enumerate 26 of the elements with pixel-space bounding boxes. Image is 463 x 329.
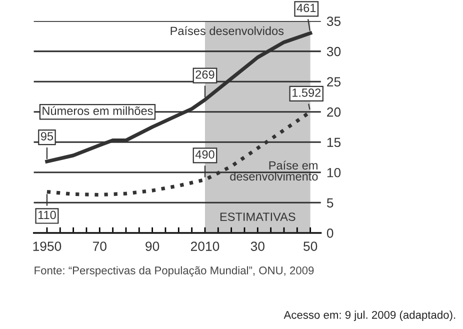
y-tick-label: 30 [326,46,341,56]
x-tick-label: 1950 [33,242,62,251]
y-tick-label: 20 [327,107,341,117]
band-label: ESTIMATIVAS [220,212,296,221]
x-tick-label: 50 [304,242,318,251]
y-tick-label: 35 [326,16,341,26]
annotation: 490 [195,150,214,159]
annotation: 95 [40,132,54,140]
series-label: Paíse em desenvolvimento [230,160,318,181]
text: Acesso em: 9 jul. 2009 (adaptado). [284,310,456,322]
annotation: 110 [38,210,56,220]
y-tick-label: 25 [327,77,341,87]
annotation: Números em milhões [42,106,153,116]
y-tick-label: 10 [327,168,341,178]
annotation: 1.592 [292,88,321,97]
source-note: Fonte: “Perspectivas da População Mundial”, ONU, 2009 [34,266,314,277]
y-tick-label: 0 [326,228,334,238]
annotation: 461 [296,4,316,12]
x-tick-label: 2010 [190,242,220,251]
x-tick-label: 30 [250,242,264,251]
x-tick-label: 70 [92,242,106,251]
annotation: 269 [196,70,214,79]
y-tick-label: 15 [327,138,341,148]
legend-label: Países desenvolvidos [170,26,284,36]
y-tick-label: 5 [326,198,334,208]
x-tick-label: 90 [146,242,160,251]
